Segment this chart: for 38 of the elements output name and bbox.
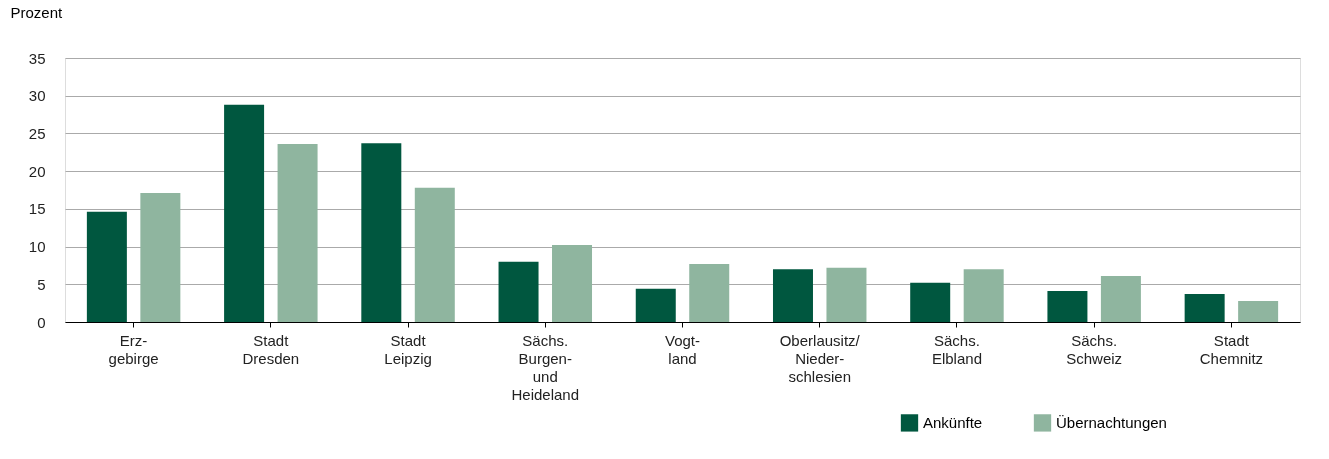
y-tick-label: 35 bbox=[28, 49, 46, 67]
y-tick-label: 20 bbox=[28, 162, 46, 180]
y-tick-label: 5 bbox=[37, 275, 46, 293]
bar bbox=[826, 267, 867, 322]
y-tick-label: 10 bbox=[28, 238, 46, 256]
x-tick-label: Sächs. Elbland bbox=[931, 331, 982, 367]
x-tick-label: Stadt Leipzig bbox=[384, 331, 432, 367]
bar bbox=[1238, 300, 1279, 322]
bar bbox=[277, 143, 318, 322]
y-tick-label: 30 bbox=[28, 87, 46, 105]
x-tick-label: Stadt Dresden bbox=[242, 331, 300, 367]
bar bbox=[414, 187, 455, 322]
bar bbox=[772, 269, 813, 322]
bar bbox=[1047, 291, 1088, 322]
y-axis-title: Prozent bbox=[10, 3, 64, 21]
legend-label: Übernachtungen bbox=[1056, 413, 1167, 431]
bar bbox=[361, 143, 402, 322]
x-tick-label: Erz- gebirge bbox=[108, 331, 159, 367]
bar bbox=[963, 269, 1004, 322]
x-tick-label: Stadt Chemnitz bbox=[1199, 331, 1264, 367]
x-tick-label: Vogt- land bbox=[664, 331, 701, 367]
y-tick-label: 0 bbox=[37, 313, 46, 331]
bar bbox=[1100, 275, 1141, 322]
bar bbox=[1184, 294, 1225, 322]
y-tick-label: 25 bbox=[28, 124, 46, 142]
bar bbox=[224, 104, 265, 322]
bar bbox=[910, 282, 951, 322]
y-tick-label: 15 bbox=[28, 200, 46, 218]
bar bbox=[635, 288, 676, 322]
x-tick-label: Sächs. Schweiz bbox=[1066, 331, 1123, 367]
bar bbox=[689, 263, 730, 322]
bar bbox=[140, 193, 181, 322]
bar bbox=[86, 211, 127, 322]
bar bbox=[498, 261, 539, 322]
x-tick-label: Sächs. Burgen- und Heideland bbox=[511, 331, 580, 403]
legend-label: Ankünfte bbox=[923, 413, 983, 431]
x-tick-label: Oberlausitz/ Nieder- schlesien bbox=[779, 331, 861, 385]
bar bbox=[552, 245, 593, 322]
